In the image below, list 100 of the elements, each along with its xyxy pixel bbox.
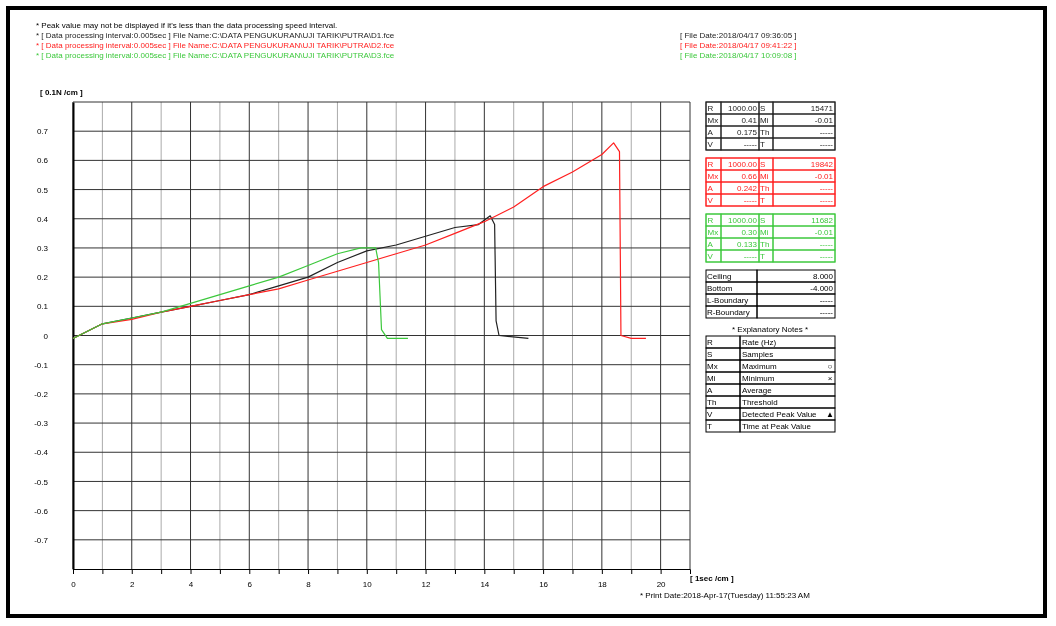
text: ----- bbox=[743, 196, 758, 205]
text: Ceiling bbox=[707, 272, 732, 281]
y-tick-label: -0.4 bbox=[34, 448, 49, 458]
y-tick-label: 0.1 bbox=[36, 302, 49, 312]
text: 11682 bbox=[811, 216, 834, 225]
y-tick-label: 0.2 bbox=[36, 273, 49, 283]
x-tick-label: 0 bbox=[71, 579, 77, 589]
text: ----- bbox=[819, 184, 834, 193]
text: Mi bbox=[760, 116, 769, 125]
x-tick-label: 2 bbox=[130, 579, 136, 589]
text: 0.133 bbox=[736, 240, 758, 249]
text: T bbox=[760, 252, 765, 261]
y-axis-title: [ 0.1N /cm ] bbox=[40, 88, 84, 97]
x-tick-label: 6 bbox=[247, 579, 253, 589]
text: [ File Date:2018/04/17 09:41:22 ] bbox=[680, 41, 797, 50]
y-tick-label: 0.5 bbox=[36, 185, 49, 195]
text: Time at Peak Value bbox=[742, 422, 812, 431]
text: * [ Data processing interval:0.005sec ] File Name:C:\DATA PENGUKURAN\UJI TARIK\PUTRA\D2.fce bbox=[36, 41, 395, 50]
x-tick-label: 16 bbox=[539, 579, 549, 589]
text: A bbox=[707, 184, 714, 193]
text: -0.01 bbox=[814, 172, 834, 181]
text: Average bbox=[742, 386, 773, 395]
text: ----- bbox=[743, 140, 758, 149]
y-tick-label: -0.6 bbox=[34, 506, 49, 516]
text: T bbox=[760, 140, 765, 149]
text: T bbox=[760, 196, 765, 205]
text: Mi bbox=[707, 374, 716, 383]
y-tick-label: -0.5 bbox=[34, 477, 49, 487]
y-tick-label: 0.7 bbox=[36, 127, 49, 137]
text: Threshold bbox=[742, 398, 778, 407]
text: 0.41 bbox=[741, 116, 758, 125]
text: V bbox=[707, 252, 714, 261]
text: A bbox=[707, 128, 714, 137]
text: ----- bbox=[819, 240, 834, 249]
text: [ File Date:2018/04/17 09:36:05 ] bbox=[680, 31, 797, 40]
y-tick-label: -0.3 bbox=[34, 419, 49, 429]
text: 0.30 bbox=[741, 228, 758, 237]
x-axis-title: [ 1sec /cm ] bbox=[690, 574, 734, 583]
text: 0.66 bbox=[741, 172, 758, 181]
text: S bbox=[760, 104, 766, 113]
y-tick-label: -0.2 bbox=[34, 389, 49, 399]
text: S bbox=[760, 216, 766, 225]
text: ----- bbox=[819, 252, 834, 261]
y-tick-label: -0.7 bbox=[34, 535, 49, 545]
text: A bbox=[707, 386, 713, 395]
text: * [ Data processing interval:0.005sec ] File Name:C:\DATA PENGUKURAN\UJI TARIK\PUTRA\D3.fce bbox=[36, 51, 395, 60]
text: R bbox=[707, 216, 714, 225]
line-series bbox=[72, 247, 409, 340]
text: T bbox=[707, 422, 712, 431]
text: 1000.00 bbox=[728, 104, 758, 113]
text: Mi bbox=[760, 172, 769, 181]
y-tick-label: 0.6 bbox=[36, 156, 49, 166]
text: Rate (Hz) bbox=[742, 338, 777, 347]
text: A bbox=[707, 240, 714, 249]
text: 8.000 bbox=[812, 272, 834, 281]
text: R bbox=[707, 104, 714, 113]
y-tick-label: 0.4 bbox=[36, 214, 49, 224]
x-tick-label: 18 bbox=[597, 579, 608, 589]
text: * [ Data processing interval:0.005sec ] File Name:C:\DATA PENGUKURAN\UJI TARIK\PUTRA\D1.fce bbox=[36, 31, 395, 40]
text: -4.000 bbox=[810, 284, 834, 293]
text: * Print Date:2018-Apr-17(Tuesday) 11:55:23 AM bbox=[640, 591, 811, 600]
text: Mx bbox=[707, 362, 718, 371]
text: V bbox=[707, 140, 714, 149]
text: 1000.00 bbox=[728, 160, 758, 169]
text: Mx bbox=[707, 172, 719, 181]
text: Bottom bbox=[707, 284, 733, 293]
y-tick-label: 0 bbox=[43, 331, 49, 341]
text: 19842 bbox=[810, 160, 834, 169]
x-tick-label: 4 bbox=[188, 579, 194, 589]
text: [ File Date:2018/04/17 10:09:08 ] bbox=[680, 51, 797, 60]
x-tick-label: 10 bbox=[362, 579, 373, 589]
text: Samples bbox=[742, 350, 774, 359]
text: V bbox=[707, 196, 714, 205]
text: Mx bbox=[707, 228, 719, 237]
x-tick-label: 12 bbox=[421, 579, 432, 589]
text: S bbox=[760, 160, 766, 169]
text: ----- bbox=[819, 196, 834, 205]
text: L-Boundary bbox=[707, 296, 749, 305]
text: ----- bbox=[819, 308, 834, 317]
y-tick-label: -0.1 bbox=[34, 360, 49, 370]
text: 0.175 bbox=[736, 128, 758, 137]
text: × bbox=[827, 374, 833, 383]
text: Th bbox=[707, 398, 717, 407]
text: ○ bbox=[827, 362, 833, 371]
text: Th bbox=[760, 128, 770, 137]
text: S bbox=[707, 350, 713, 359]
text: 0.242 bbox=[736, 184, 758, 193]
text: Th bbox=[760, 184, 770, 193]
text: R bbox=[707, 338, 713, 347]
text: Maximum bbox=[742, 362, 777, 371]
text: Mi bbox=[760, 228, 769, 237]
text: Th bbox=[760, 240, 770, 249]
text: -0.01 bbox=[814, 116, 834, 125]
text: -0.01 bbox=[814, 228, 834, 237]
text: ----- bbox=[819, 140, 834, 149]
text: ----- bbox=[743, 252, 758, 261]
text: ----- bbox=[819, 128, 834, 137]
x-tick-label: 20 bbox=[656, 579, 667, 589]
y-tick-label: 0.3 bbox=[36, 244, 49, 253]
text: * Peak value may not be displayed if it's less than the data processing speed interval. bbox=[36, 21, 338, 30]
